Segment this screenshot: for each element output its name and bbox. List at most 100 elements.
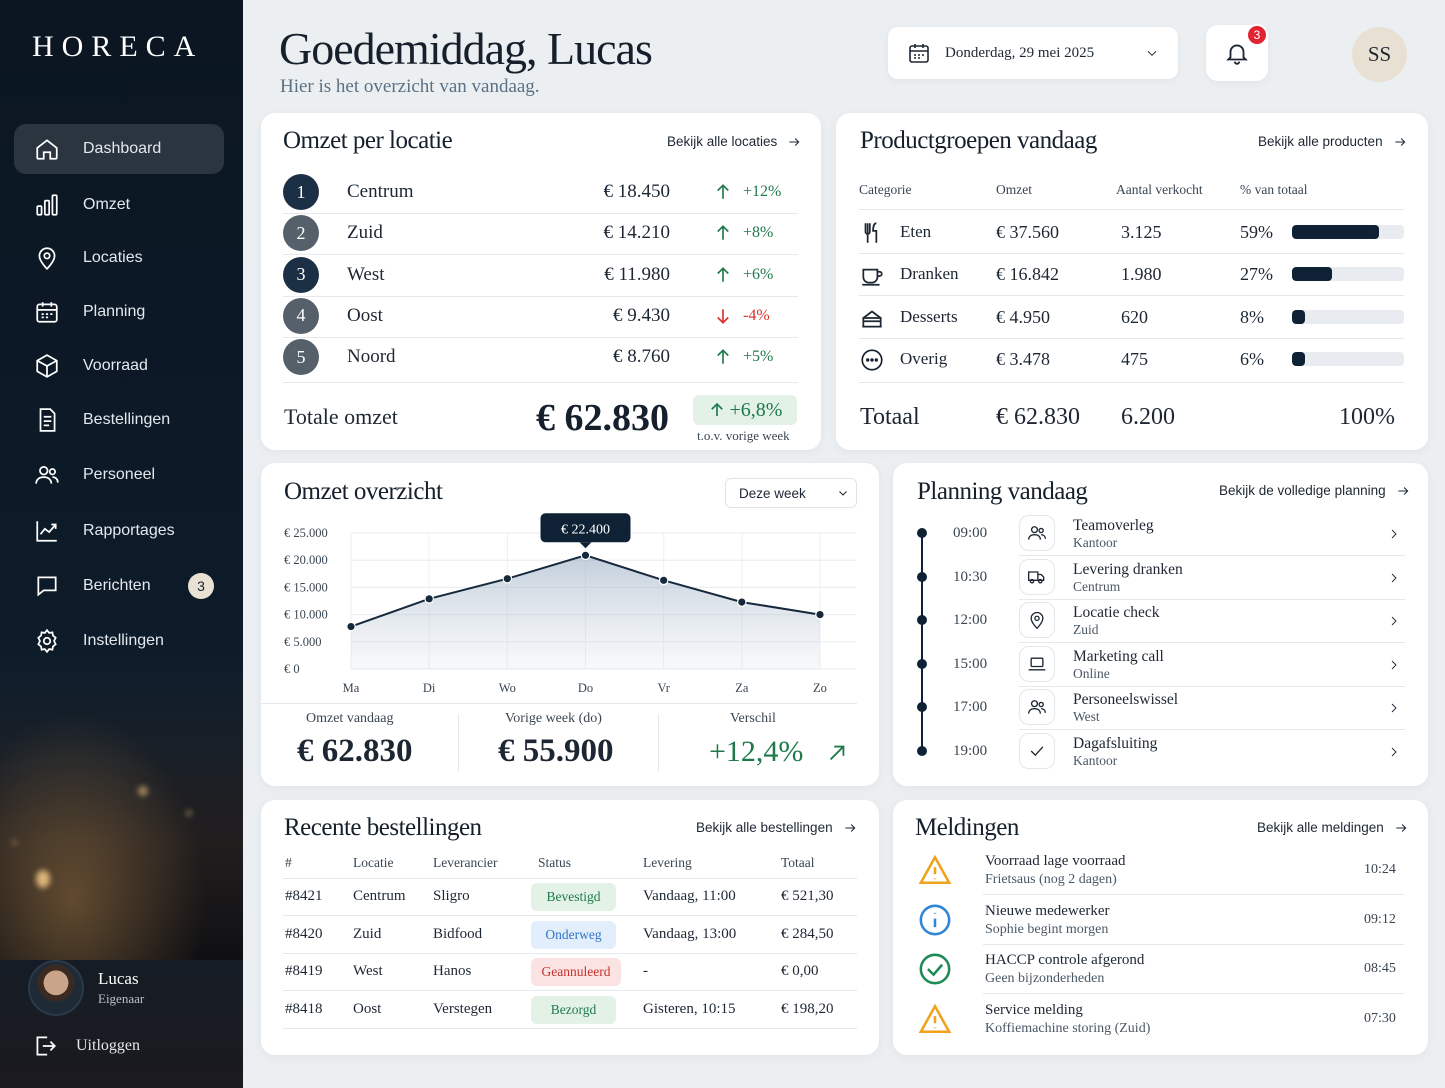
date-label: Donderdag, 29 mei 2025 — [945, 44, 1095, 61]
users-icon — [31, 459, 63, 491]
sidebar-item-locaties[interactable]: Locaties — [14, 233, 224, 283]
sidebar-item-label: Locaties — [83, 249, 143, 266]
order-lev: Bidfood — [433, 925, 483, 942]
logout-button[interactable]: Uitloggen — [32, 1033, 140, 1059]
melding-time: 09:12 — [1364, 911, 1396, 927]
order-totaal: € 198,20 — [781, 1000, 834, 1017]
arrow-right-icon — [1397, 486, 1409, 495]
planning-place: Kantoor — [1073, 752, 1118, 768]
warning-icon — [918, 853, 952, 887]
col-header-omzet: Omzet — [996, 182, 1032, 197]
sidebar-item-instellingen[interactable]: Instellingen — [14, 616, 224, 666]
map-pin-icon — [31, 242, 63, 274]
planning-title: Marketing call — [1073, 647, 1164, 665]
sidebar-item-label: Planning — [83, 303, 146, 320]
meldingen-card — [893, 800, 1428, 1055]
link-label: Bekijk alle bestellingen — [696, 820, 833, 835]
tooltip-label: € 22.400 — [561, 522, 610, 537]
sidebar-item-omzet[interactable]: Omzet — [14, 180, 224, 230]
total-percentage: 100% — [1339, 404, 1395, 430]
melding-sub: Koffiemachine storing (Zuid) — [985, 1020, 1151, 1036]
order-id[interactable]: #8420 — [285, 925, 323, 942]
view-all-locations-link[interactable]: Bekijk alle locaties — [667, 134, 801, 149]
chevron-right-icon[interactable] — [1388, 745, 1400, 757]
location-change: +5% — [743, 348, 774, 366]
period-select[interactable]: Deze week — [725, 478, 857, 508]
calendar-icon — [31, 296, 63, 328]
arrow-right-icon — [1396, 823, 1407, 832]
category-omzet: € 37.560 — [996, 222, 1059, 242]
sidebar-item-bestellingen[interactable]: Bestellingen — [14, 395, 224, 445]
total-label: Totale omzet — [284, 404, 398, 429]
check-icon — [1019, 732, 1055, 769]
total-omzet: € 62.830 — [996, 404, 1080, 430]
user-profile[interactable]: Lucas Eigenaar — [28, 960, 144, 1016]
sidebar-item-personeel[interactable]: Personeel — [14, 450, 224, 500]
home-icon — [31, 133, 63, 165]
calendar-icon — [909, 44, 929, 63]
arrow-right-icon — [789, 137, 800, 146]
logout-label: Uitloggen — [76, 1037, 140, 1054]
chevron-right-icon[interactable] — [1388, 658, 1400, 670]
planning-place: West — [1073, 709, 1100, 724]
planning-time: 19:00 — [953, 742, 988, 759]
sidebar-item-label: Instellingen — [83, 632, 164, 649]
location-name: Centrum — [347, 181, 414, 202]
y-tick-label: € 25.000 — [284, 526, 328, 540]
status-badge: Bevestigd — [531, 883, 616, 911]
sidebar-item-label: Berichten — [83, 577, 151, 594]
view-full-planning-link[interactable]: Bekijk de volledige planning — [1219, 483, 1410, 498]
sidebar-item-label: Bestellingen — [83, 411, 171, 428]
x-tick-label: Ma — [343, 681, 360, 695]
sidebar-item-planning[interactable]: Planning — [14, 287, 224, 337]
location-amount: € 11.980 — [604, 263, 670, 285]
timeline-dot — [917, 658, 927, 669]
view-all-notifications-link[interactable]: Bekijk alle meldingen — [1257, 820, 1408, 835]
view-all-orders-link[interactable]: Bekijk alle bestellingen — [696, 820, 857, 835]
category-percentage: 8% — [1240, 306, 1264, 327]
link-label: Bekijk alle locaties — [667, 134, 778, 149]
link-label: Bekijk de volledige planning — [1219, 483, 1386, 498]
total-change: +6,8% — [729, 398, 783, 421]
user-avatar-initials[interactable]: SS — [1352, 27, 1407, 82]
planning-place: Centrum — [1073, 578, 1121, 594]
sidebar-item-voorraad[interactable]: Voorraad — [14, 341, 224, 391]
location-change: +12% — [743, 183, 782, 200]
planning-title: Teamoverleg — [1073, 517, 1154, 534]
truck-icon — [1019, 558, 1055, 595]
stat-value: € 55.900 — [498, 733, 614, 769]
planning-title: Dagafsluiting — [1073, 734, 1158, 752]
page-title: Goedemiddag, Lucas — [279, 23, 653, 74]
view-all-products-link[interactable]: Bekijk alle producten — [1258, 134, 1407, 149]
sidebar-item-dashboard[interactable]: Dashboard — [14, 124, 224, 174]
sidebar-item-label: Omzet — [83, 196, 131, 213]
more-icon — [859, 347, 885, 373]
arrow-up-icon — [714, 182, 732, 202]
stat-label: Omzet vandaag — [306, 711, 394, 726]
sidebar-item-rapportages[interactable]: Rapportages — [14, 506, 224, 556]
card-title: Meldingen — [915, 814, 1019, 841]
period-label: Deze week — [739, 485, 806, 501]
share-bar — [1292, 309, 1404, 324]
order-id[interactable]: #8419 — [285, 963, 323, 979]
restaurant-background-photo — [0, 660, 243, 960]
date-selector[interactable]: Donderdag, 29 mei 2025 — [888, 27, 1178, 79]
chevron-right-icon[interactable] — [1388, 527, 1400, 539]
data-point — [658, 575, 669, 586]
category-name: Dranken — [900, 264, 959, 284]
chevron-right-icon[interactable] — [1388, 614, 1400, 626]
chevron-right-icon[interactable] — [1388, 571, 1400, 583]
status-badge: Onderweg — [531, 920, 616, 949]
chevron-down-icon — [1147, 50, 1157, 56]
order-levering: Vandaag, 13:00 — [643, 925, 737, 942]
chevron-right-icon[interactable] — [1388, 701, 1400, 713]
total-note: t.o.v. vorige week — [697, 428, 790, 443]
total-change-badge: +6,8% — [693, 395, 797, 425]
arrow-up-icon — [710, 402, 723, 416]
data-point — [346, 621, 356, 632]
order-id[interactable]: #8421 — [285, 888, 323, 904]
sidebar-item-berichten[interactable]: Berichten 3 — [14, 561, 224, 611]
planning-time: 15:00 — [953, 655, 988, 672]
order-id[interactable]: #8418 — [285, 1000, 323, 1017]
location-change: +6% — [743, 265, 774, 283]
